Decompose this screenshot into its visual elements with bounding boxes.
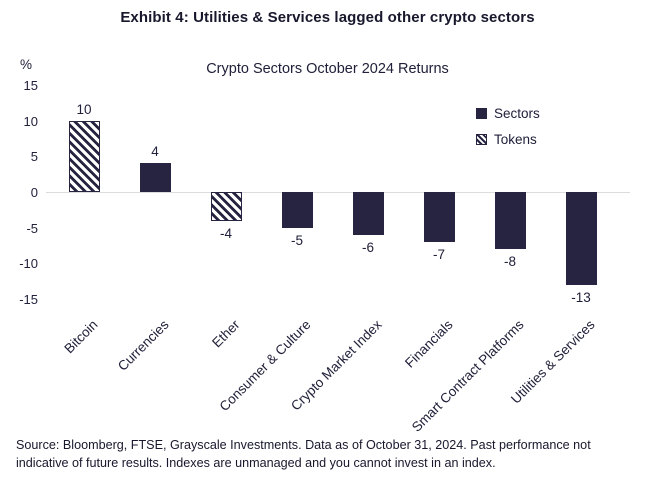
bar-value-label: -8	[503, 254, 516, 270]
y-tick-label: -5	[26, 220, 38, 236]
bar-tokens	[68, 120, 100, 192]
zero-line	[46, 192, 630, 193]
bar-sectors	[139, 163, 171, 192]
y-tick-label: -10	[19, 256, 38, 272]
y-tick-label: 5	[30, 149, 38, 165]
exhibit-title: Exhibit 4: Utilities & Services lagged o…	[120, 9, 535, 26]
bar-value-label: -5	[290, 232, 303, 248]
bar-value-label: -6	[361, 239, 374, 255]
bar-sectors	[565, 192, 597, 285]
source-note: Source: Bloomberg, FTSE, Grayscale Inves…	[16, 438, 591, 471]
legend-label-sectors: Sectors	[494, 106, 540, 121]
y-axis-unit-label: %	[20, 57, 33, 72]
legend-item-sectors: Sectors	[476, 106, 540, 121]
y-tick-label: 0	[30, 185, 38, 200]
bar-value-label: -4	[219, 225, 232, 241]
chart-title: Crypto Sectors October 2024 Returns	[206, 61, 449, 77]
bar-sectors	[423, 192, 455, 242]
bar-value-label: -13	[571, 289, 591, 305]
legend-label-tokens: Tokens	[494, 132, 537, 147]
bar-sectors	[494, 192, 526, 250]
y-tick-label: 15	[23, 78, 38, 93]
y-tick-label: 10	[23, 113, 38, 129]
bar-sectors	[352, 192, 384, 235]
sectors-swatch-icon	[476, 108, 487, 119]
bar-value-label: 4	[151, 144, 159, 160]
tokens-swatch-icon	[476, 134, 487, 145]
legend: Sectors Tokens	[476, 106, 540, 158]
bar-sectors	[281, 192, 313, 228]
y-axis: 15 10 5 0 -5 -10 -15	[0, 0, 38, 478]
bar-value-label: -7	[432, 246, 445, 262]
bar-value-label: 10	[76, 101, 92, 117]
bar-tokens	[210, 192, 242, 221]
y-tick-label: -15	[19, 292, 38, 307]
legend-item-tokens: Tokens	[476, 132, 540, 147]
